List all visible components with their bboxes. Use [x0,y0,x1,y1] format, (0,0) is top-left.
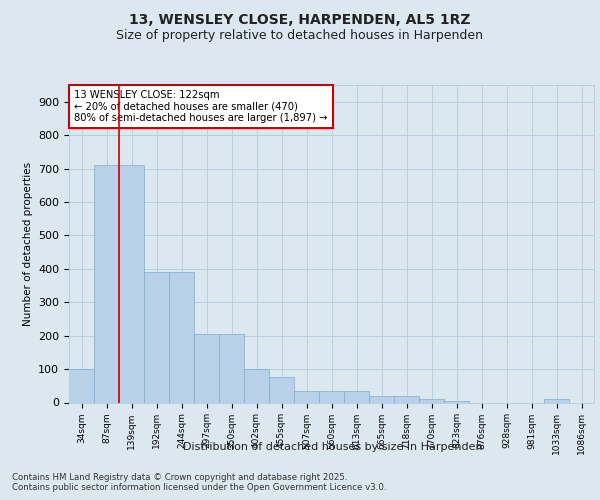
Bar [369,396,394,402]
Bar [319,392,344,402]
Text: 13, WENSLEY CLOSE, HARPENDEN, AL5 1RZ: 13, WENSLEY CLOSE, HARPENDEN, AL5 1RZ [129,12,471,26]
Text: 13 WENSLEY CLOSE: 122sqm
← 20% of detached houses are smaller (470)
80% of semi-: 13 WENSLEY CLOSE: 122sqm ← 20% of detach… [74,90,328,123]
Text: Contains HM Land Registry data © Crown copyright and database right 2025.
Contai: Contains HM Land Registry data © Crown c… [12,472,386,492]
Y-axis label: Number of detached properties: Number of detached properties [23,162,32,326]
Text: Distribution of detached houses by size in Harpenden: Distribution of detached houses by size … [183,442,483,452]
Bar [419,399,444,402]
Bar [344,392,369,402]
Bar [119,165,144,402]
Bar [69,369,94,402]
Bar [394,396,419,402]
Bar [169,272,194,402]
Bar [219,334,244,402]
Bar [269,378,294,402]
Bar [144,272,169,402]
Bar [194,334,219,402]
Bar [244,369,269,402]
Text: Size of property relative to detached houses in Harpenden: Size of property relative to detached ho… [116,29,484,42]
Bar [444,401,469,402]
Bar [94,165,119,402]
Bar [544,399,569,402]
Bar [294,392,319,402]
